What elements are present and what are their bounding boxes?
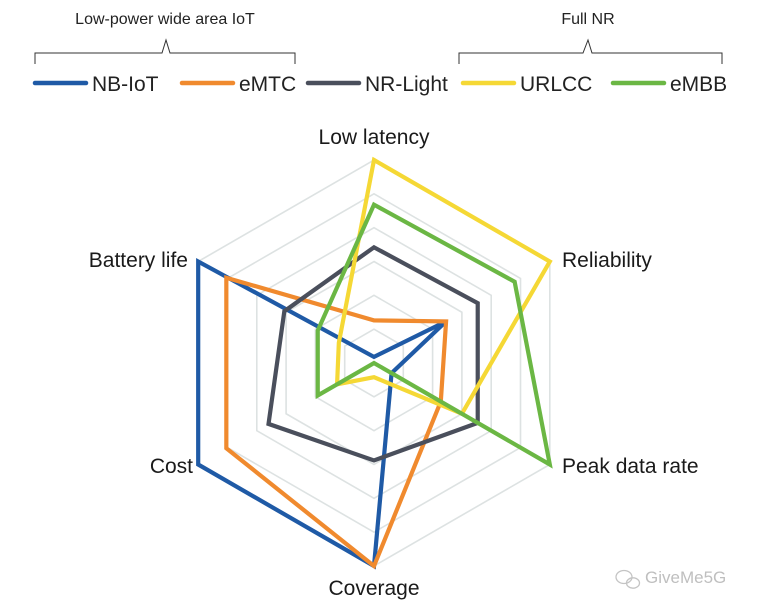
legend-item-urlcc: URLCC <box>460 73 592 96</box>
axis-label-peak-data-rate: Peak data rate <box>562 455 699 478</box>
axis-label-coverage: Coverage <box>328 577 419 600</box>
axis-label-cost: Cost <box>150 455 193 478</box>
legend: NB-IoT eMTC NR-Light URLCC eMBB <box>32 73 727 96</box>
bracket-full-nr <box>458 38 723 64</box>
axis-label-reliability: Reliability <box>562 249 652 272</box>
axis-label-low-latency: Low latency <box>319 126 430 149</box>
watermark: GiveMe5G <box>615 568 726 589</box>
legend-item-emtc: eMTC <box>179 73 296 96</box>
legend-label: eMTC <box>239 73 296 96</box>
legend-label: URLCC <box>520 73 592 96</box>
series-embb <box>315 201 553 469</box>
group-label-full-nr: Full NR <box>561 11 614 28</box>
legend-item-nb-iot: NB-IoT <box>32 73 159 96</box>
legend-item-embb: eMBB <box>610 73 727 96</box>
legend-label: NR-Light <box>365 73 448 96</box>
group-bracket-lpwa: Low-power wide area IoT <box>34 11 296 64</box>
bracket-lpwa <box>34 38 296 64</box>
legend-item-nr-light: NR-Light <box>305 73 448 96</box>
grid-ring-1 <box>343 328 405 398</box>
series-emtc <box>224 274 449 570</box>
wechat-icon <box>615 569 641 589</box>
legend-label: NB-IoT <box>92 73 159 96</box>
radar-series <box>196 156 553 570</box>
axis-label-battery-life: Battery life <box>89 249 188 272</box>
series-nr-light <box>266 244 480 463</box>
series-urlcc <box>334 156 553 417</box>
legend-label: eMBB <box>670 73 727 96</box>
axis-labels: Low latency Reliability Peak data rate Cove… <box>89 126 699 600</box>
group-label-lpwa: Low-power wide area IoT <box>75 11 255 28</box>
watermark-text: GiveMe5G <box>645 568 726 587</box>
group-bracket-full-nr: Full NR <box>458 11 723 64</box>
